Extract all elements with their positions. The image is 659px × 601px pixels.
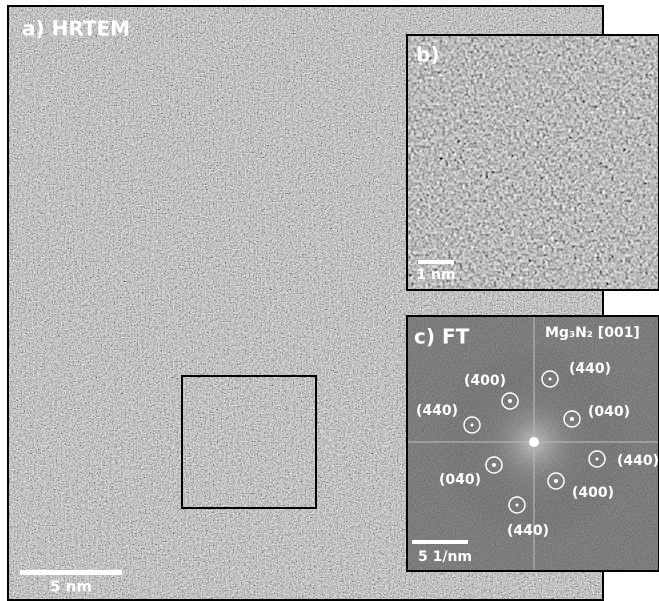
reflection-label: (04̄0): [439, 472, 481, 488]
panel-c: c) FT Mg₃N₂ [001] (4̄00) (4̄4̄0) (4̄40) (04…: [406, 315, 659, 571]
panel-b: b) 1 nm: [406, 34, 659, 290]
panel-label: b): [416, 43, 439, 67]
scale-bar: [412, 540, 468, 544]
reflection-label: (4̄40): [569, 361, 611, 377]
scale-label: 5 nm: [50, 578, 92, 596]
zone-axis: Mg₃N₂ [001]: [545, 325, 640, 341]
reflection-label: (400): [572, 485, 614, 501]
zoom-image: [408, 36, 659, 289]
scale-label: 1 nm: [416, 267, 455, 283]
reflection-label: (4̄00): [464, 373, 506, 389]
reflection-label: (44̄0): [507, 523, 549, 539]
figure: a) HRTEM 5 nm b) 1 nm c) FT Mg₃N₂ [001: [0, 0, 659, 601]
reflection-label: (040): [588, 404, 630, 420]
reflection-label: (4̄4̄0): [416, 403, 458, 419]
reflection-label: (440): [617, 453, 659, 469]
panel-label: a) HRTEM: [22, 17, 130, 41]
scale-label: 5 1/nm: [418, 549, 472, 565]
panel-label: c) FT: [414, 325, 470, 349]
scale-bar: [20, 570, 122, 575]
scale-bar: [418, 260, 454, 264]
